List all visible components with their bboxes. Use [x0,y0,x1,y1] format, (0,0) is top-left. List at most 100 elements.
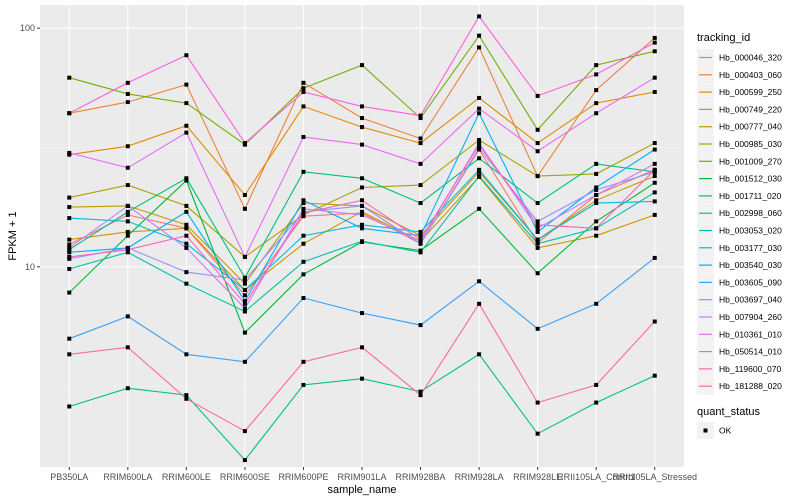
data-point-Hb_181288_020 [418,393,423,398]
data-point-Hb_007904_260 [594,192,599,197]
data-point-Hb_050514_010 [67,111,72,116]
legend-title-quant-status: quant_status [697,406,760,418]
data-point-Hb_000777_040 [242,281,247,286]
data-point-Hb_000046_320 [242,293,247,298]
data-point-Hb_010361_010 [477,106,482,111]
legend-label: Hb_000046_320 [719,53,782,63]
legend-label: Hb_000985_030 [719,139,782,149]
data-point-Hb_001512_030 [242,330,247,335]
data-point-Hb_003540_030 [184,209,189,214]
data-point-Hb_003540_030 [301,198,306,203]
data-point-Hb_119600_070 [652,167,657,172]
data-point-Hb_001512_030 [594,219,599,224]
data-point-Hb_050514_010 [125,80,130,85]
data-point-Hb_001711_020 [242,275,247,280]
data-point-Hb_003697_040 [418,241,423,246]
data-point-Hb_181288_020 [242,429,247,434]
data-point-Hb_010361_010 [184,130,189,135]
data-point-Hb_119600_070 [67,254,72,259]
data-point-Hb_001009_270 [535,127,540,132]
x-tick-label: RRIM928LA [455,472,504,482]
data-point-Hb_000749_220 [360,209,364,214]
data-point-Hb_003053_020 [184,281,189,286]
y-axis-title: FPKM + 1 [7,211,19,260]
x-tick-label: PB350LA [50,472,88,482]
data-point-Hb_003697_040 [184,270,189,275]
y-tick-label: 100 [20,23,35,33]
data-point-Hb_001009_270 [125,91,130,96]
data-point-Hb_000403_060 [594,88,599,93]
data-point-Hb_000749_220 [67,237,72,242]
data-point-Hb_003053_020 [418,250,423,255]
data-point-Hb_001512_030 [652,180,657,185]
data-point-Hb_119600_070 [125,247,130,252]
data-point-Hb_000777_040 [652,174,657,179]
legend-label: Hb_007904_260 [719,312,782,322]
legend-label: Hb_010361_010 [719,329,782,339]
data-point-Hb_000599_250 [477,95,482,100]
legend-label: Hb_003053_020 [719,226,782,236]
data-point-Hb_003605_090 [242,359,247,364]
data-point-Hb_000985_030 [535,174,540,179]
data-point-Hb_003605_090 [477,279,482,284]
data-point-Hb_119600_070 [535,222,540,227]
legend-label: Hb_119600_070 [719,364,782,374]
data-point-Hb_000985_030 [125,183,130,188]
data-point-Hb_001711_020 [125,209,130,214]
data-point-Hb_000985_030 [652,141,657,146]
data-point-Hb_003053_020 [301,259,306,264]
data-point-Hb_000403_060 [125,100,130,105]
data-point-Hb_119600_070 [594,226,599,231]
data-point-Hb_001512_030 [184,178,189,183]
data-point-Hb_003177_030 [125,219,130,224]
data-point-Hb_007904_260 [652,161,657,166]
data-point-Hb_003605_090 [125,314,130,319]
data-point-Hb_050514_010 [360,104,364,109]
legend-label: Hb_002998_060 [719,208,782,218]
data-point-Hb_007904_260 [535,226,540,231]
data-point-Hb_003605_090 [184,352,189,357]
data-point-Hb_000749_220 [535,245,540,250]
data-point-Hb_002998_060 [652,373,657,378]
data-point-Hb_001711_020 [535,201,540,206]
data-point-Hb_000985_030 [67,195,72,200]
data-point-Hb_002998_060 [67,404,72,409]
data-point-Hb_001009_270 [594,63,599,68]
x-tick-label: RRIM928LE [513,472,562,482]
data-point-Hb_050514_010 [301,90,306,95]
data-point-Hb_181288_020 [477,301,482,306]
data-point-Hb_181288_020 [360,345,364,350]
data-point-Hb_000777_040 [184,222,189,227]
data-point-Hb_010361_010 [594,111,599,116]
data-point-Hb_050514_010 [184,53,189,58]
data-point-Hb_003053_020 [652,190,657,195]
legend-label: Hb_003540_030 [719,260,782,270]
legend-label: Hb_000777_040 [719,122,782,132]
data-point-Hb_000599_250 [535,141,540,146]
data-point-Hb_000599_250 [125,144,130,149]
data-point-Hb_000403_060 [652,35,657,40]
data-point-Hb_050514_010 [477,14,482,19]
legend-label: Hb_181288_020 [719,381,782,391]
data-point-Hb_001512_030 [301,272,306,277]
data-point-Hb_001711_020 [301,169,306,174]
data-point-Hb_002998_060 [301,382,306,387]
data-point-Hb_002998_060 [418,389,423,394]
data-point-Hb_181288_020 [652,319,657,324]
data-point-Hb_000599_250 [184,123,189,128]
data-point-Hb_003053_020 [477,174,482,179]
data-point-Hb_002998_060 [242,458,247,463]
data-point-Hb_000777_040 [594,198,599,203]
data-point-Hb_119600_070 [242,301,247,306]
data-point-Hb_003605_090 [67,336,72,341]
data-point-Hb_002998_060 [477,352,482,357]
data-point-Hb_000777_040 [477,169,482,174]
data-point-Hb_003177_030 [652,199,657,204]
data-point-Hb_000599_250 [242,192,247,197]
data-point-Hb_010361_010 [535,149,540,154]
data-point-Hb_003540_030 [652,147,657,152]
data-point-Hb_007904_260 [360,212,364,217]
data-point-Hb_050514_010 [418,113,423,118]
x-tick-label: RRIM600PE [278,472,328,482]
